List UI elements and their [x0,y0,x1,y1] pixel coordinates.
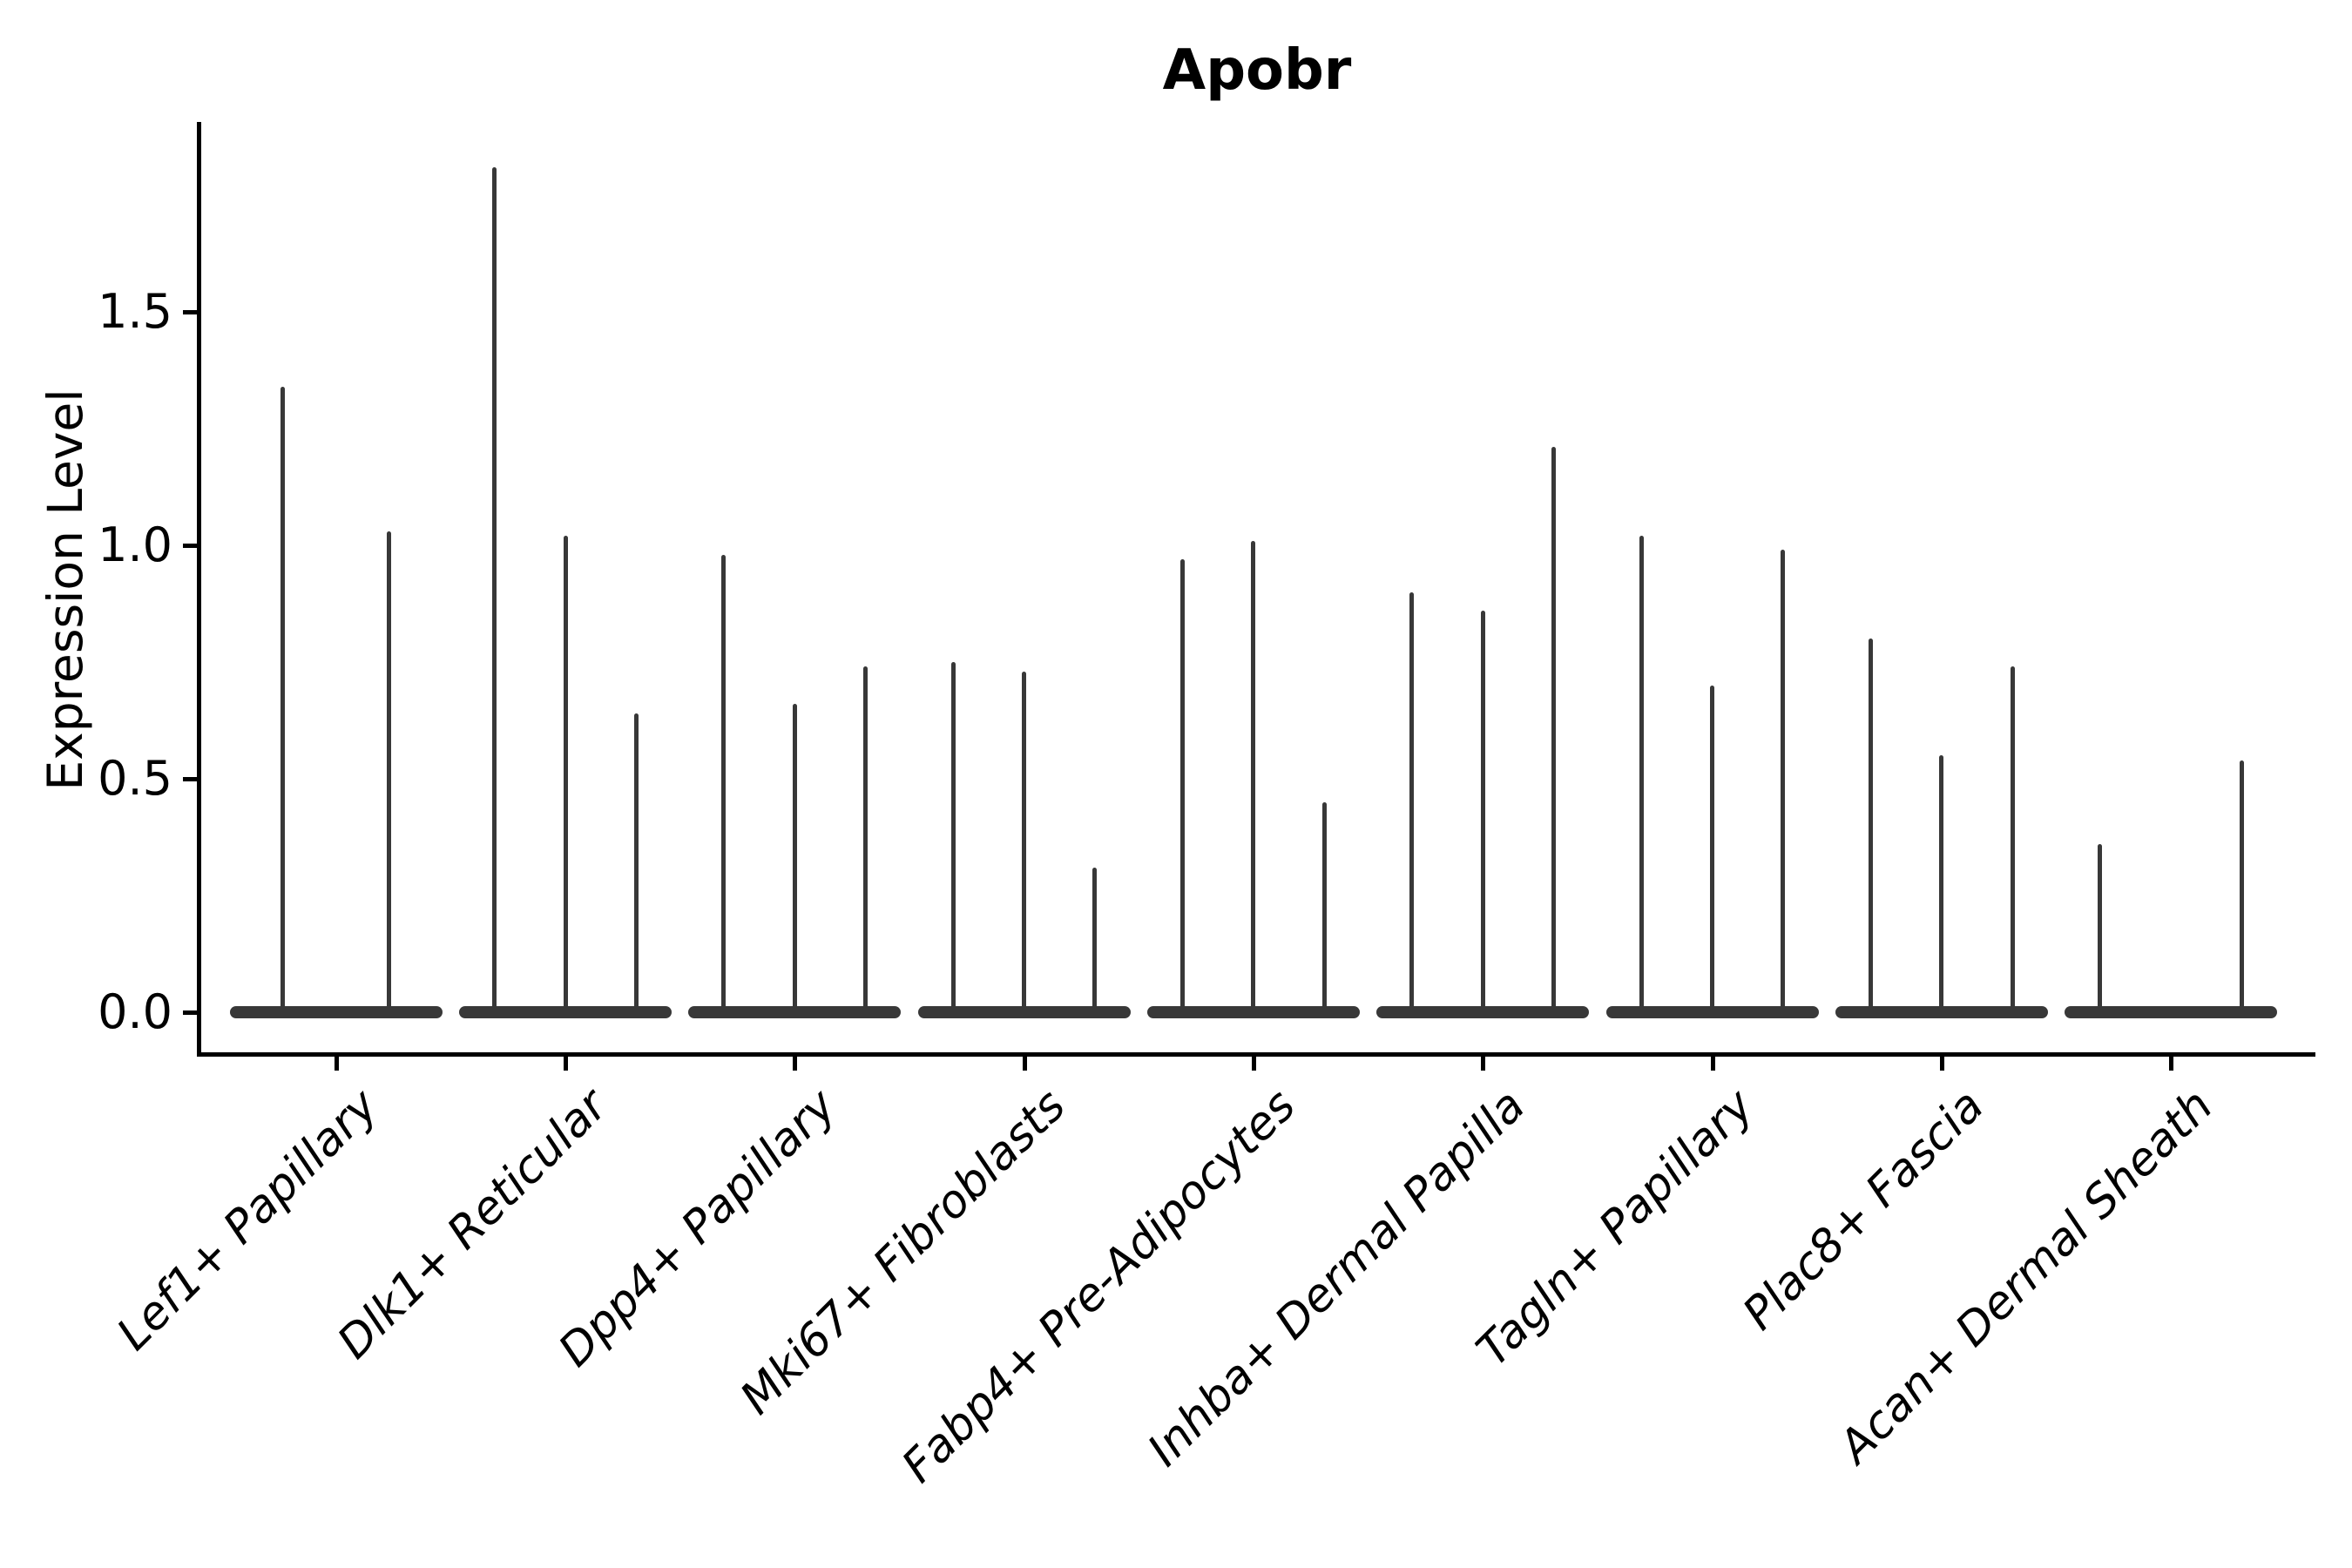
violin-base [2065,1006,2278,1018]
violin-spike [2010,666,2015,1016]
x-tick [1251,1057,1256,1071]
violin-spike [280,386,286,1016]
x-tick [1710,1057,1715,1071]
y-tick [183,777,197,781]
violin-spike [1868,639,1873,1016]
y-axis-spine [197,122,201,1057]
violin-spike [721,554,727,1016]
violin-spike [1180,559,1186,1016]
y-tick [183,310,197,314]
violin-spike [633,713,639,1016]
x-tick [564,1057,568,1071]
x-tick [1022,1057,1027,1071]
violin-spike [1939,755,1944,1016]
y-tick [183,1010,197,1015]
violin-spike [1781,550,1786,1016]
violin-spike [1551,447,1557,1016]
violin-spike [387,531,392,1016]
violin-spike [950,662,956,1016]
x-tick-label: Inhba+ Dermal Papilla [1138,1079,1535,1477]
x-tick-label: Plac8+ Fascia [1733,1079,1994,1341]
violin-spike [1639,536,1644,1016]
violin-base [229,1006,443,1018]
violin-spike [1022,671,1027,1016]
violin-spike [1480,611,1485,1016]
x-axis-spine [197,1052,2315,1057]
violin-spike [1251,540,1256,1016]
y-tick-label: 0.0 [98,984,172,1039]
y-tick-label: 1.5 [98,284,172,339]
violin-spike [563,536,568,1016]
violin-spike [492,166,497,1016]
x-tick [793,1057,798,1071]
x-tick [1939,1057,1944,1071]
violin-spike [1710,685,1714,1016]
x-tick-label: Fabp4+ Pre-Adipocytes [892,1079,1306,1493]
violin-spike [2239,760,2244,1016]
figure-title: Apobr [1162,38,1352,103]
violin-spike [1321,801,1327,1016]
x-tick [2169,1057,2174,1071]
x-tick-label: Acan+ Dermal Sheath [1828,1079,2223,1474]
y-tick [183,544,197,548]
violin-spike [1409,591,1415,1016]
violin-spike [863,666,868,1016]
x-tick [1481,1057,1486,1071]
violin-spike [2098,844,2103,1016]
x-tick [334,1057,339,1071]
y-tick-label: 0.5 [98,751,172,806]
violin-spike [1092,867,1098,1016]
violin-spike [792,704,797,1016]
y-axis-label: Expression Level [37,389,93,791]
y-tick-label: 1.0 [98,517,172,572]
